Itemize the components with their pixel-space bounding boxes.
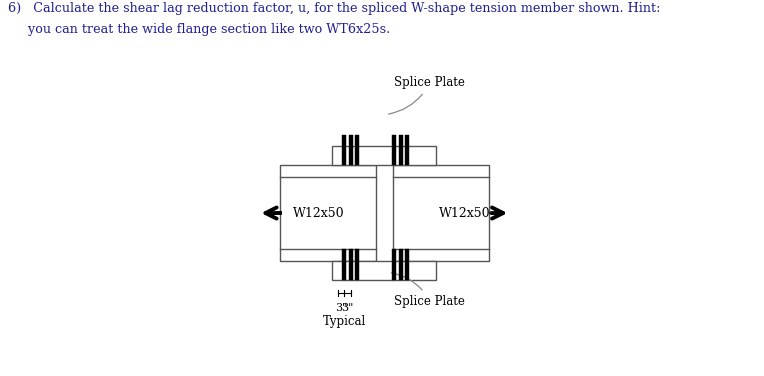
Bar	[348, 135, 353, 165]
Bar	[393, 165, 488, 261]
Text: Splice Plate: Splice Plate	[391, 273, 465, 308]
Bar	[399, 249, 403, 280]
Bar	[280, 165, 376, 261]
Bar	[405, 249, 410, 280]
Bar	[355, 135, 359, 165]
Bar	[355, 249, 359, 280]
Text: Splice Plate: Splice Plate	[388, 76, 465, 114]
Bar	[393, 249, 397, 280]
Text: Typical: Typical	[322, 315, 366, 328]
Bar	[393, 135, 397, 165]
Bar	[332, 147, 436, 165]
Bar	[348, 249, 353, 280]
Bar	[332, 261, 436, 280]
Bar	[342, 249, 346, 280]
Text: 3": 3"	[342, 303, 354, 313]
Text: you can treat the wide flange section like two WT6x25s.: you can treat the wide flange section li…	[8, 23, 390, 36]
Text: W12x50: W12x50	[439, 206, 491, 220]
Bar	[342, 135, 346, 165]
Bar	[399, 135, 403, 165]
Text: 6)   Calculate the shear lag reduction factor, u, for the spliced W-shape tensio: 6) Calculate the shear lag reduction fac…	[8, 2, 660, 15]
Text: W12x50: W12x50	[293, 206, 345, 220]
Text: 3": 3"	[335, 303, 348, 313]
Bar	[405, 135, 410, 165]
